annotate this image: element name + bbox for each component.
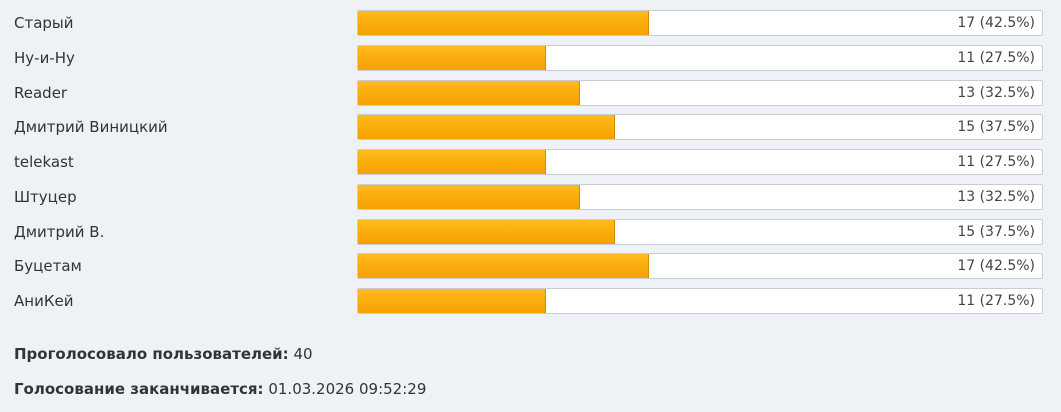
- option-name: АниКей: [14, 292, 74, 310]
- bar-track: 13 (32.5%): [357, 183, 1043, 210]
- option-name: telekast: [14, 153, 74, 171]
- bar: [358, 289, 547, 313]
- vote-label: 11 (27.5%): [957, 154, 1035, 170]
- option-name: Буцетам: [14, 257, 82, 276]
- option-name: Reader: [14, 83, 68, 102]
- option-name: Штуцер: [14, 187, 77, 206]
- option-name: Дмитрий Виницкий: [14, 118, 168, 137]
- poll-option: Ну-и-Ну 11 (27.5%): [0, 44, 1061, 71]
- bar: [358, 80, 581, 105]
- vote-label: 13 (32.5%): [957, 84, 1035, 101]
- option-name: Дмитрий В.: [14, 222, 105, 241]
- poll-option: Дмитрий В. 15 (37.5%): [0, 218, 1061, 245]
- vote-label: 15 (37.5%): [957, 119, 1035, 136]
- ends-date: 01.03.2026 09:52:29: [268, 380, 427, 398]
- vote-label: 13 (32.5%): [957, 188, 1035, 205]
- bar-track: 11 (27.5%): [357, 288, 1043, 314]
- option-name: Ну-и-Ну: [14, 48, 75, 67]
- bar: [358, 184, 581, 209]
- bar: [358, 115, 615, 140]
- poll-option: Дмитрий Виницкий 15 (37.5%): [0, 114, 1061, 141]
- poll-option: Буцетам 17 (42.5%): [0, 253, 1061, 280]
- vote-label: 17 (42.5%): [957, 258, 1035, 275]
- poll-option: telekast 11 (27.5%): [0, 149, 1061, 175]
- vote-label: 15 (37.5%): [957, 223, 1035, 240]
- poll-option: Штуцер 13 (32.5%): [0, 183, 1061, 210]
- bar-track: 17 (42.5%): [357, 10, 1043, 36]
- bar-track: 15 (37.5%): [357, 114, 1043, 141]
- voters-label: Проголосовало пользователей:: [14, 345, 289, 363]
- vote-label: 11 (27.5%): [957, 293, 1035, 309]
- bar: [358, 45, 547, 70]
- poll-option: Reader 13 (32.5%): [0, 79, 1061, 106]
- vote-label: 17 (42.5%): [957, 15, 1035, 31]
- bar: [358, 150, 547, 174]
- option-name: Старый: [14, 14, 74, 32]
- voters-count: 40: [293, 345, 313, 363]
- bar: [358, 219, 615, 244]
- bar-track: 11 (27.5%): [357, 44, 1043, 71]
- voters-line: Проголосовало пользователей: 40: [14, 345, 313, 363]
- bar-track: 17 (42.5%): [357, 253, 1043, 280]
- ends-label: Голосование заканчивается:: [14, 380, 264, 398]
- poll-option: Старый 17 (42.5%): [0, 10, 1061, 36]
- poll-option: АниКей 11 (27.5%): [0, 288, 1061, 314]
- vote-label: 11 (27.5%): [957, 49, 1035, 66]
- ends-line: Голосование заканчивается: 01.03.2026 09…: [14, 380, 426, 398]
- bar-track: 13 (32.5%): [357, 79, 1043, 106]
- bar-track: 11 (27.5%): [357, 149, 1043, 175]
- bar: [358, 11, 649, 35]
- bar-track: 15 (37.5%): [357, 218, 1043, 245]
- bar: [358, 254, 649, 279]
